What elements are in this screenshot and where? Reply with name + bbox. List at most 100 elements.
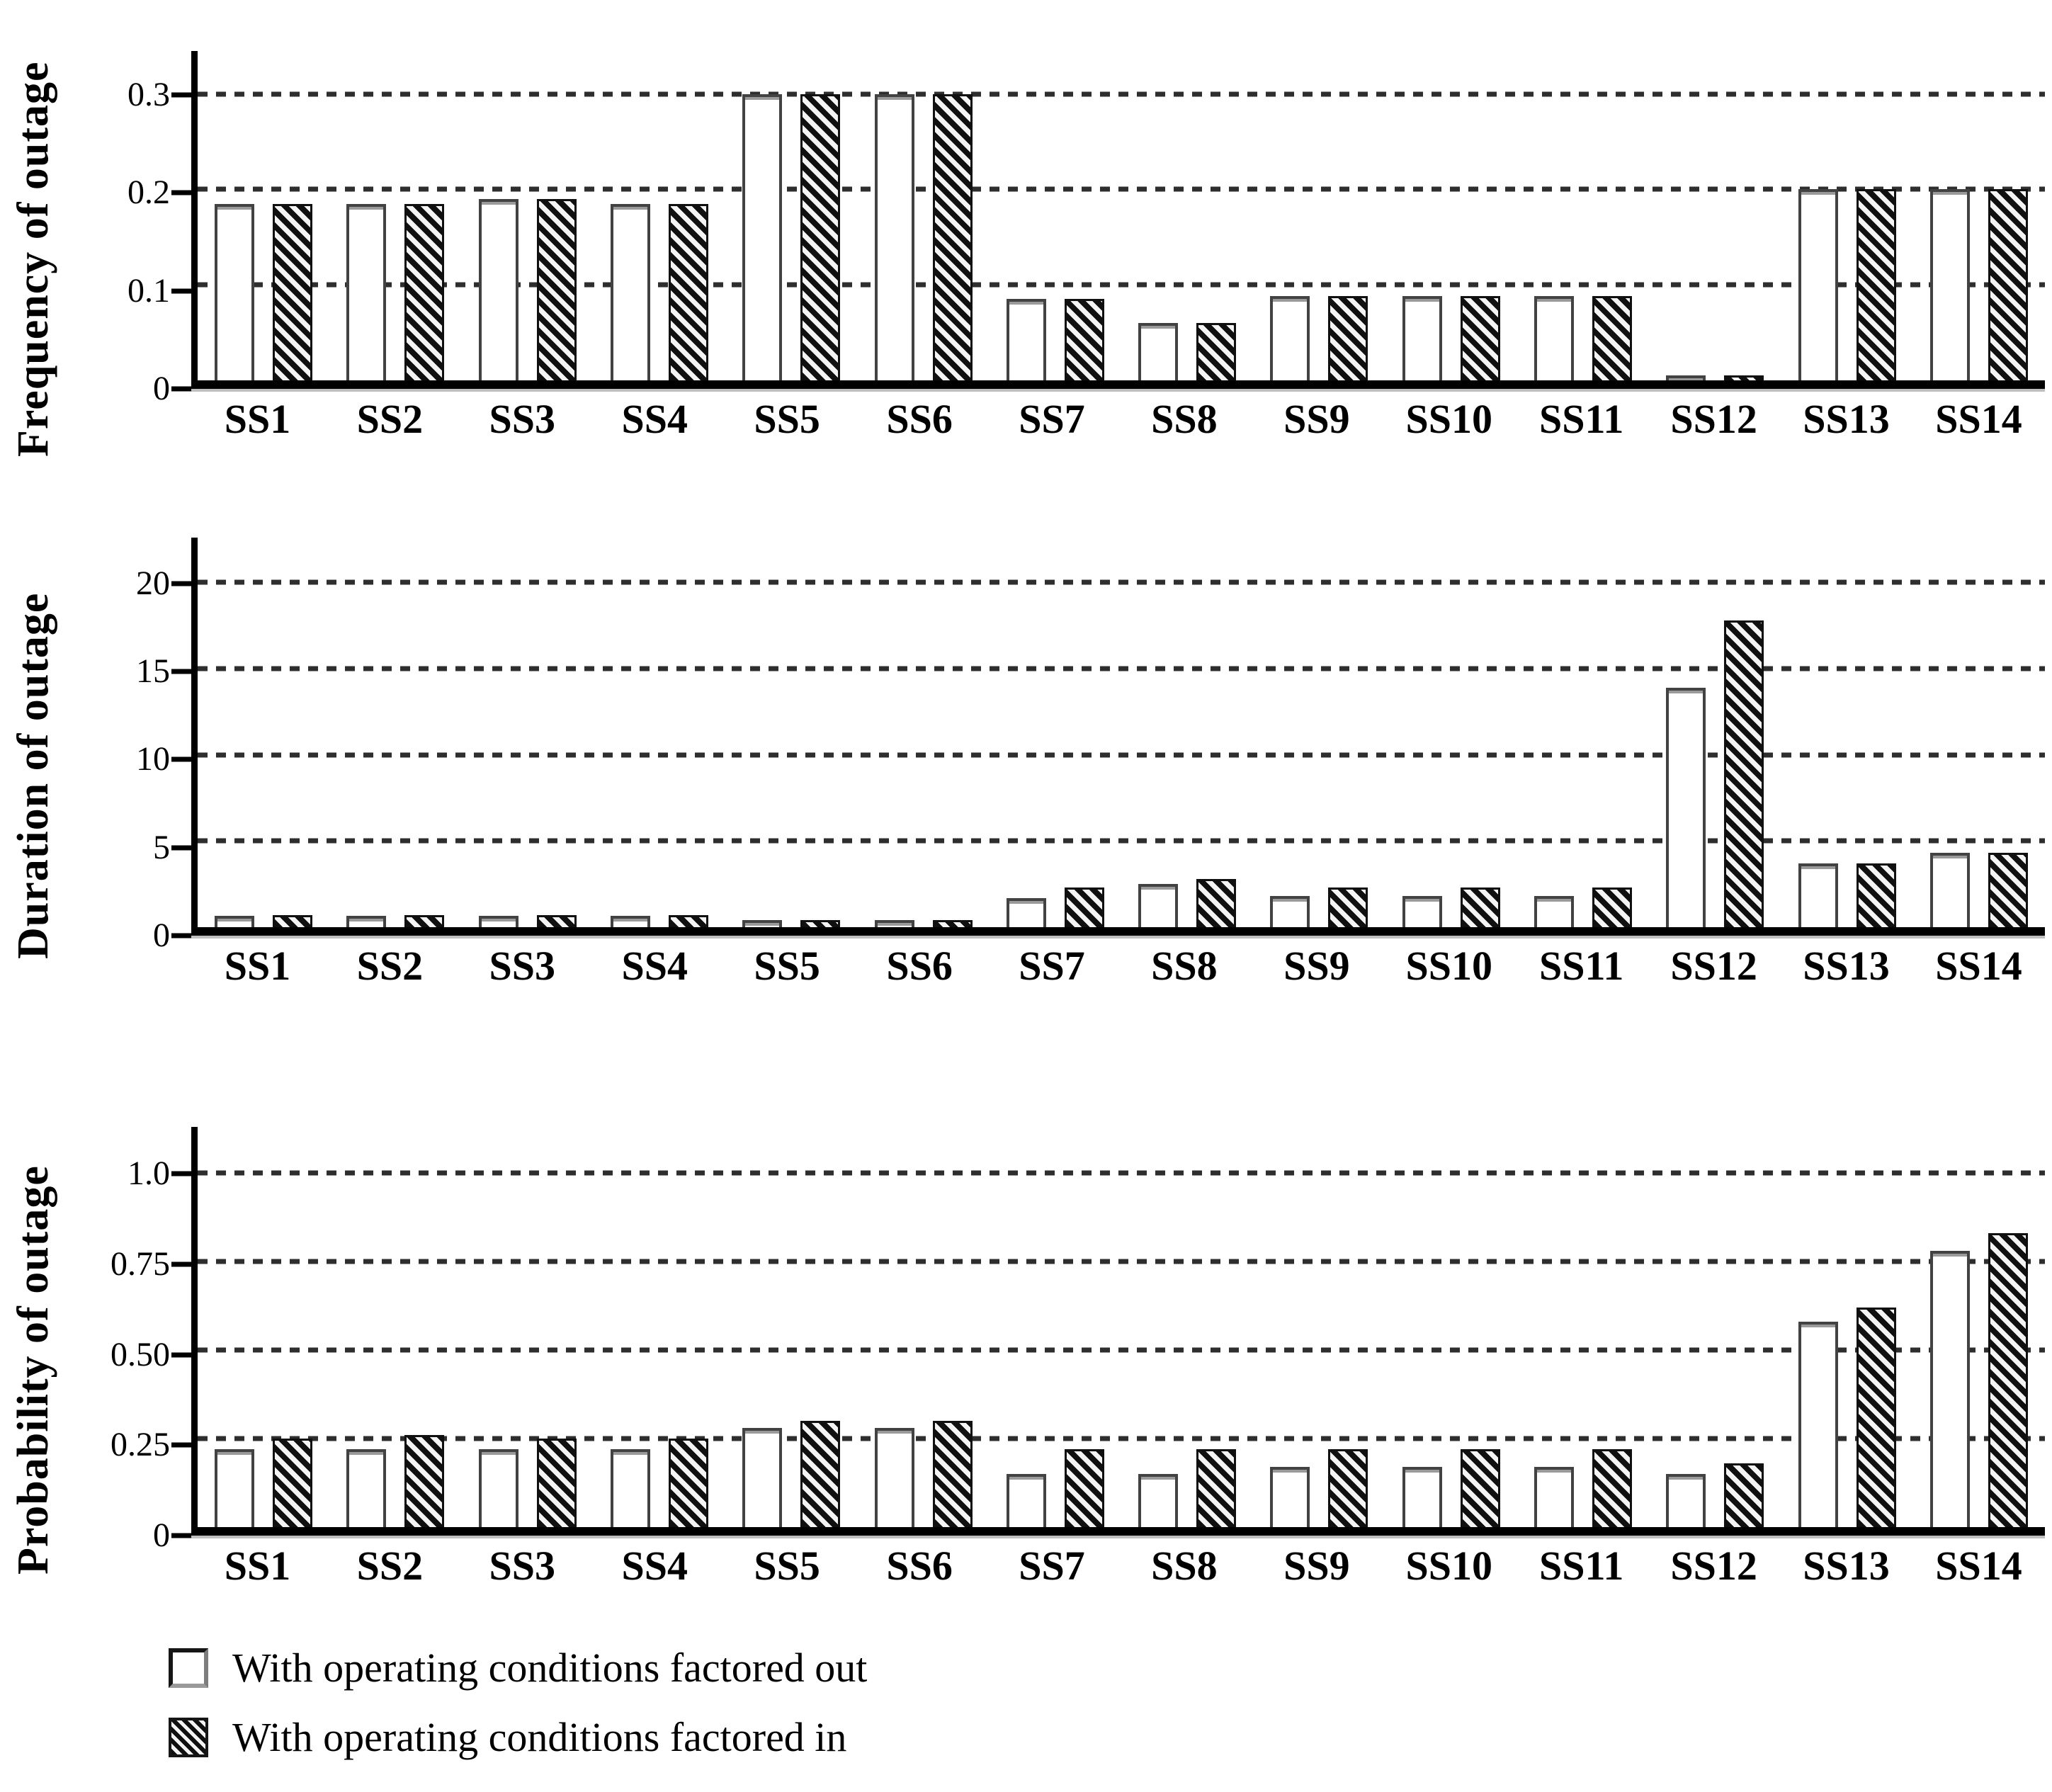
x-axis-label-ss13: SS13 xyxy=(1803,1543,1890,1589)
y-tick-mark xyxy=(171,288,191,294)
bar-ss2-factored-out xyxy=(346,916,387,927)
x-axis-label-ss3: SS3 xyxy=(489,943,556,989)
bar-ss2-factored-out xyxy=(346,203,387,380)
x-axis-label-ss9: SS9 xyxy=(1283,1543,1350,1589)
x-axis-label-ss10: SS10 xyxy=(1405,1543,1493,1589)
bar-group-ss9 xyxy=(1253,51,1385,380)
gridline-0.3 xyxy=(198,91,2045,97)
y-tick-label: 0.2 xyxy=(127,174,170,212)
y-tick-label: 0.50 xyxy=(110,1335,170,1373)
bar-ss7-factored-out xyxy=(1006,299,1046,380)
bar-ss3-factored-in xyxy=(536,198,577,380)
bar-ss10-factored-in xyxy=(1460,296,1500,380)
y-tick-label: 0 xyxy=(153,370,170,407)
y-tick-mark xyxy=(171,1533,191,1538)
bar-group-ss5 xyxy=(725,1127,857,1527)
bar-ss10-factored-out xyxy=(1402,1467,1442,1527)
bar-ss12-factored-out xyxy=(1666,687,1706,927)
gridline-0.50 xyxy=(198,1347,2045,1353)
bar-ss14-factored-in xyxy=(1988,189,2028,380)
x-axis-label-ss11: SS11 xyxy=(1539,396,1624,442)
chart-probability-of-outage: Probability of outage 1.0 0.75 0.50 0.25 0 S… xyxy=(0,1127,2052,1614)
x-axis-labels-duration: SS1 SS2 SS3 SS4 SS5 SS6 SS7 SS8 SS9 SS10 SS11 SS12 S… xyxy=(191,936,2045,1014)
y-tick-mark xyxy=(171,933,191,938)
y-tick-mark xyxy=(171,581,191,586)
bar-group-ss11 xyxy=(1517,1127,1649,1527)
bar-ss11-factored-out xyxy=(1534,896,1574,927)
bar-ss7-factored-in xyxy=(1064,299,1104,380)
bar-group-ss9 xyxy=(1253,538,1385,927)
x-axis-label-ss2: SS2 xyxy=(356,943,424,989)
x-axis-label-ss14: SS14 xyxy=(1935,1543,2022,1589)
bar-ss5-factored-out xyxy=(742,1428,783,1527)
y-tick-label: 0.25 xyxy=(110,1426,170,1464)
x-axis-label-ss8: SS8 xyxy=(1151,943,1218,989)
bar-ss13-factored-out xyxy=(1798,863,1838,927)
bar-group-ss4 xyxy=(594,538,725,927)
y-tick-mark xyxy=(171,190,191,195)
legend-item-factored-out: With operating conditions factored out xyxy=(169,1648,2052,1689)
bar-ss11-factored-out xyxy=(1534,296,1574,380)
bar-group-ss8 xyxy=(1121,538,1253,927)
bar-ss12-factored-in xyxy=(1724,620,1764,927)
y-tick-label: 10 xyxy=(136,740,170,778)
y-tick-label: 20 xyxy=(136,564,170,602)
x-axis-label-ss4: SS4 xyxy=(621,943,688,989)
bar-ss13-factored-in xyxy=(1856,1308,1896,1527)
bar-ss14-factored-in xyxy=(1988,1233,2028,1527)
bar-ss9-factored-in xyxy=(1328,1449,1368,1527)
x-axis-label-ss7: SS7 xyxy=(1019,396,1085,442)
bar-ss4-factored-out xyxy=(610,1449,650,1527)
y-tick-label: 5 xyxy=(153,828,170,866)
bar-group-ss11 xyxy=(1517,51,1649,380)
bar-group-ss1 xyxy=(198,51,329,380)
bar-ss12-factored-out xyxy=(1666,375,1706,380)
x-axis-label-ss9: SS9 xyxy=(1283,396,1350,442)
bar-group-ss3 xyxy=(462,1127,594,1527)
x-axis-label-ss6: SS6 xyxy=(886,1543,953,1589)
y-tick-label: 0.75 xyxy=(110,1245,170,1283)
bar-ss8-factored-in xyxy=(1196,1449,1237,1527)
x-axis-label-ss4: SS4 xyxy=(621,1543,688,1589)
x-axis-labels-frequency: SS1 SS2 SS3 SS4 SS5 SS6 SS7 SS8 SS9 SS10 SS11 SS12 S… xyxy=(191,389,2045,467)
bar-ss4-factored-in xyxy=(668,914,708,927)
x-axis-label-ss14: SS14 xyxy=(1935,943,2022,989)
gridline-10 xyxy=(198,752,2045,758)
gridline-1.0 xyxy=(198,1170,2045,1176)
bar-group-ss13 xyxy=(1781,538,1912,927)
bar-group-ss14 xyxy=(1913,1127,2045,1527)
bar-group-ss9 xyxy=(1253,1127,1385,1527)
x-axis-label-ss12: SS12 xyxy=(1670,943,1757,989)
plot-area-frequency xyxy=(191,51,2045,389)
y-tick-label: 0 xyxy=(153,917,170,954)
bar-ss10-factored-out xyxy=(1402,296,1442,380)
bar-ss6-factored-out xyxy=(874,93,914,380)
bar-group-ss14 xyxy=(1913,51,2045,380)
y-tick-label: 15 xyxy=(136,652,170,690)
outage-indices-figure: Frequency of outage 0.3 0.2 0.1 0 SS1 SS2 SS3… xyxy=(0,51,2052,1792)
legend: With operating conditions factored out W… xyxy=(169,1648,2052,1758)
bar-group-ss14 xyxy=(1913,538,2045,927)
bar-group-ss4 xyxy=(594,51,725,380)
x-axis-label-ss7: SS7 xyxy=(1019,943,1085,989)
bar-ss5-factored-out xyxy=(742,920,783,927)
bar-group-ss7 xyxy=(990,1127,1121,1527)
bar-ss2-factored-out xyxy=(346,1449,387,1527)
bar-ss6-factored-in xyxy=(932,920,973,927)
bar-ss6-factored-out xyxy=(874,920,914,927)
y-tick-mark xyxy=(171,1171,191,1176)
x-axis-label-ss5: SS5 xyxy=(754,1543,820,1589)
bar-ss8-factored-out xyxy=(1138,323,1179,380)
bar-group-ss5 xyxy=(725,51,857,380)
bar-ss11-factored-in xyxy=(1592,888,1632,927)
x-axis-label-ss11: SS11 xyxy=(1539,943,1624,989)
bar-group-ss6 xyxy=(857,51,989,380)
gridline-0.25 xyxy=(198,1436,2045,1441)
bar-ss2-factored-in xyxy=(404,1435,445,1527)
bar-ss9-factored-out xyxy=(1270,296,1310,380)
gridline-0.75 xyxy=(198,1259,2045,1264)
y-tick-label: 0 xyxy=(153,1516,170,1554)
y-axis-probability: 1.0 0.75 0.50 0.25 0 xyxy=(67,1127,191,1553)
bar-group-ss2 xyxy=(329,1127,461,1527)
gridline-5 xyxy=(198,838,2045,844)
